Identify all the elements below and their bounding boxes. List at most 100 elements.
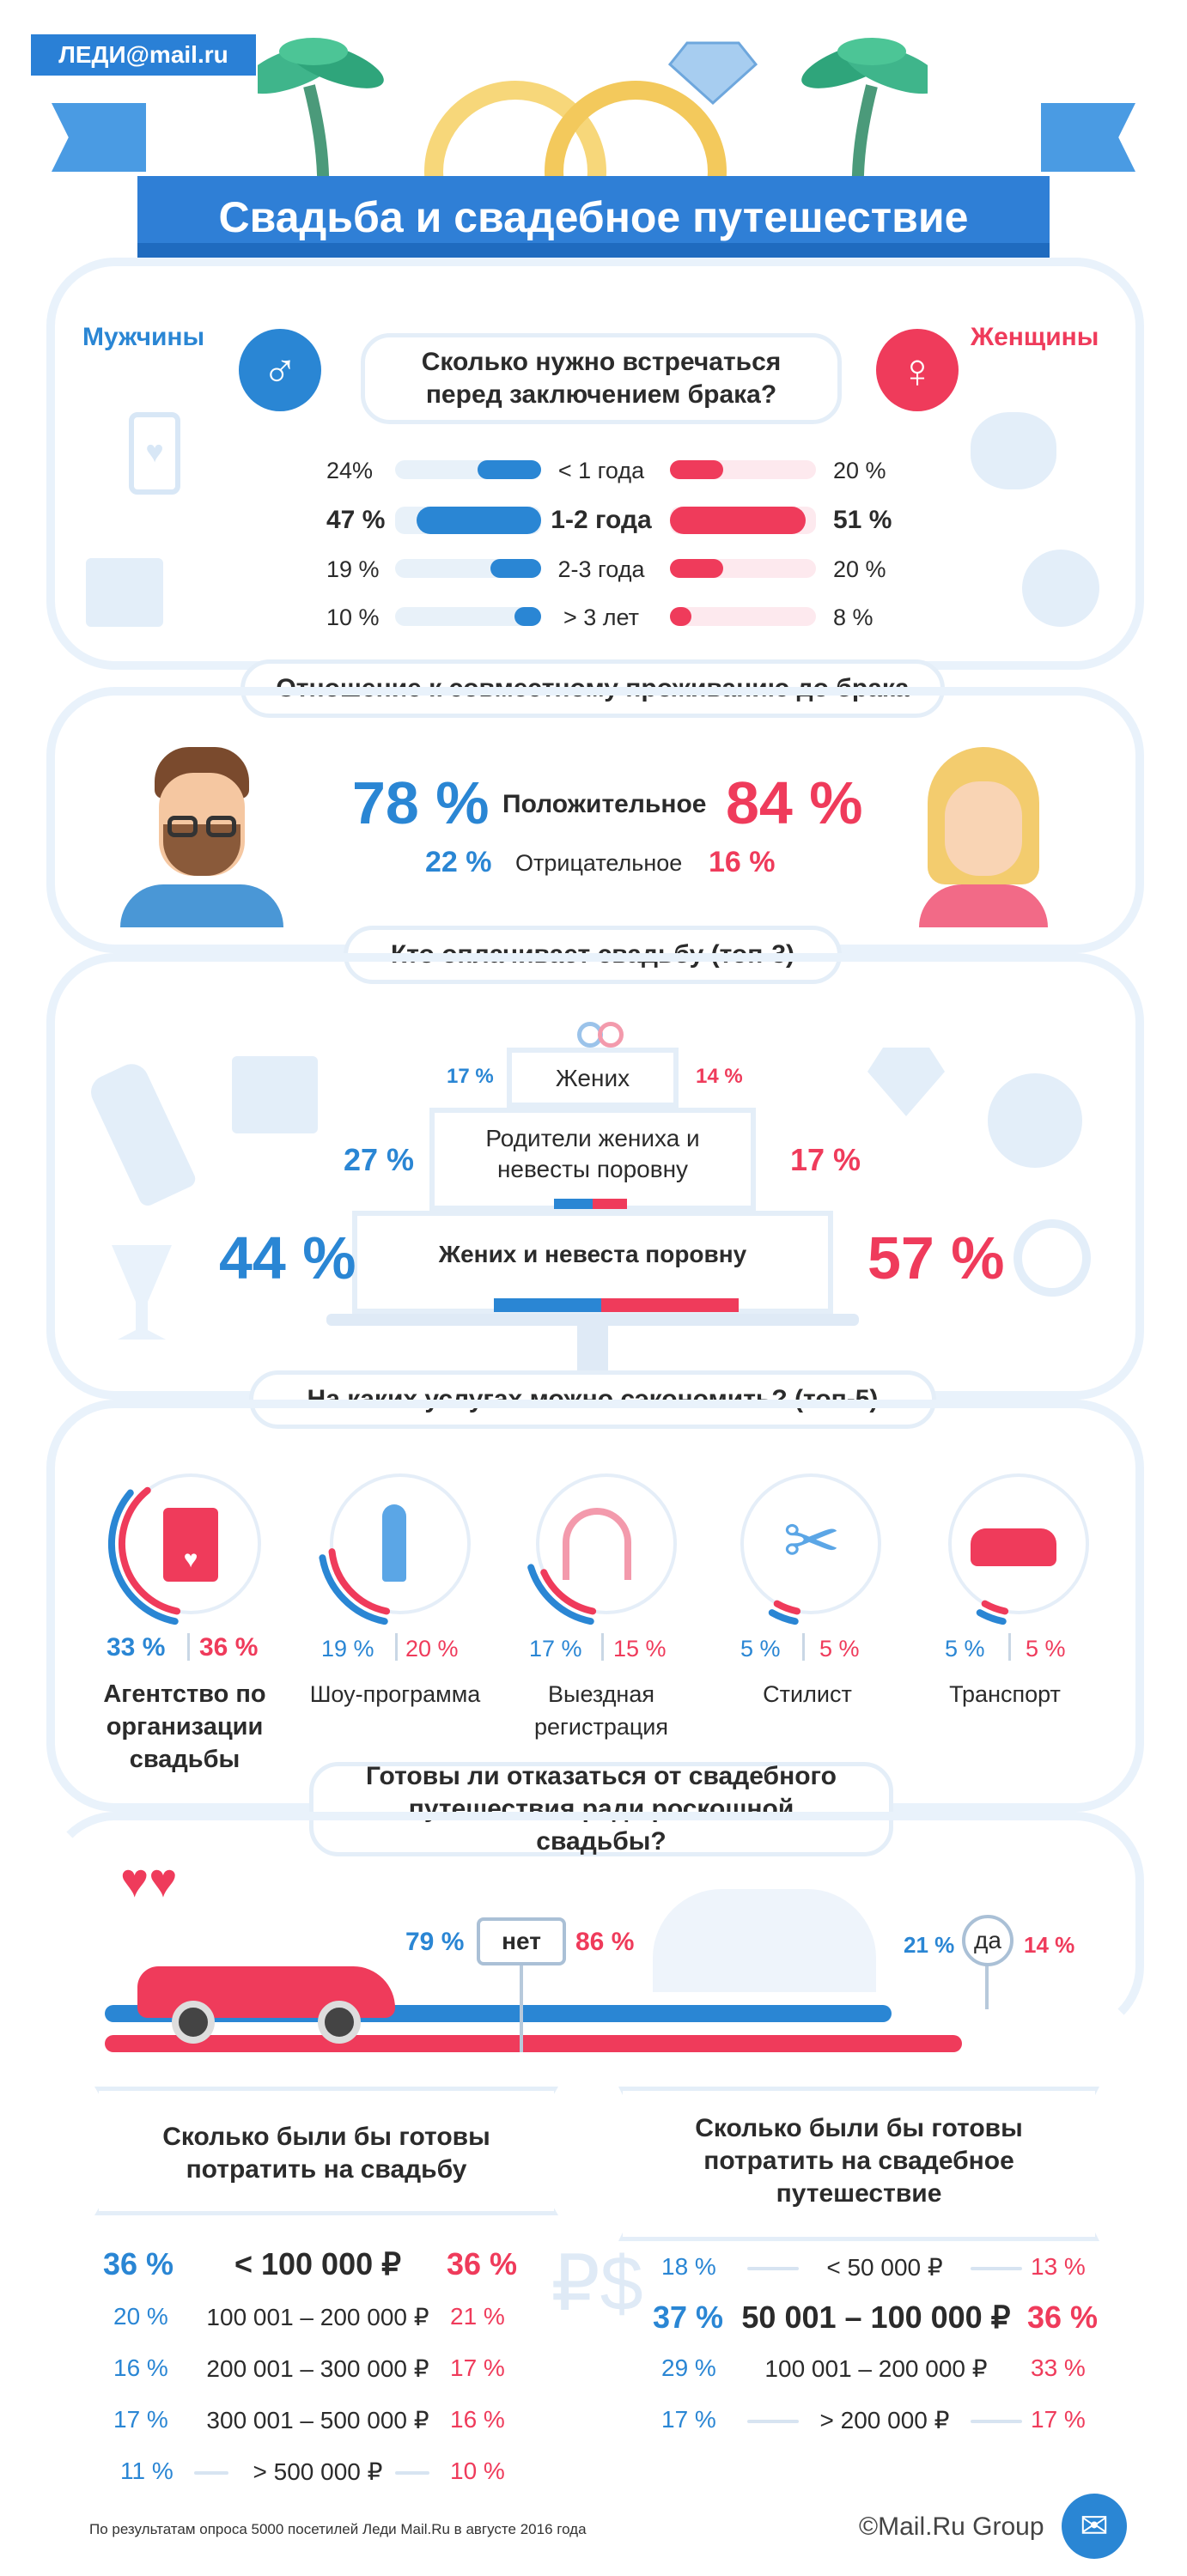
cake-tier-women: 17 % xyxy=(790,1142,861,1177)
svc-separator xyxy=(395,1633,398,1661)
q7-women-pct: 33 % xyxy=(1031,2354,1086,2381)
q7-dash xyxy=(747,2267,799,2270)
q1-women-fill xyxy=(670,460,723,479)
svc-label: Стилист xyxy=(763,1681,852,1707)
cake-tier-women-bar xyxy=(593,1199,627,1209)
copyright: ©Mail.Ru Group xyxy=(859,2512,1044,2541)
q1-women-fill xyxy=(670,507,806,534)
q1-men-bar xyxy=(395,460,541,479)
svc-label: Агентство по организации свадьбы xyxy=(103,1680,266,1773)
hearts-balloons-icon: ♥♥ xyxy=(120,1853,178,1907)
q1-men-pct: 47 % xyxy=(326,506,386,534)
q6-women-pct: 16 % xyxy=(450,2406,505,2433)
q7-dash xyxy=(747,2420,799,2423)
service-men-arc xyxy=(976,1609,1007,1625)
q1-women-bar xyxy=(670,607,816,626)
no-sign: нет xyxy=(477,1917,566,1965)
q1-row-label: 1-2 года xyxy=(551,506,652,534)
q7-men-pct: 29 % xyxy=(661,2354,716,2381)
q1-women-fill xyxy=(670,559,723,578)
q1-title: Сколько нужно встречаться перед заключен… xyxy=(361,333,842,424)
yes-men-pct: 21 % xyxy=(904,1932,955,1958)
cake-tier-men: 17 % xyxy=(447,1065,494,1088)
teddy-bear-icon xyxy=(1022,550,1099,627)
svc-men-pct: 5 % xyxy=(945,1636,985,1662)
q7-banner xyxy=(618,2087,1099,2241)
male-symbol-icon: ♂ xyxy=(239,329,321,411)
q2-men-negative: 22 % xyxy=(425,846,492,878)
q1-men-fill xyxy=(490,559,541,578)
q7-label: 100 001 – 200 000 ₽ xyxy=(764,2355,988,2382)
q2-men-positive: 78 % xyxy=(352,769,490,836)
q1-men-bar xyxy=(395,559,541,578)
q7-men-pct: 18 % xyxy=(661,2253,716,2280)
q7-women-pct: 17 % xyxy=(1031,2406,1086,2433)
service-women-arc xyxy=(981,1600,1009,1615)
cake-tier-label: Жених xyxy=(555,1065,630,1091)
title-ribbon-left xyxy=(52,103,146,172)
service-circle xyxy=(740,1473,881,1614)
no-women-pct: 86 % xyxy=(575,1928,635,1956)
q7-label: < 50 000 ₽ xyxy=(826,2254,943,2281)
yes-sign: да xyxy=(962,1915,1014,1966)
q2-women-negative: 16 % xyxy=(709,846,776,878)
q2-women-positive: 84 % xyxy=(726,769,863,836)
diamond-icon xyxy=(667,41,758,106)
q1-men-pct: 19 % xyxy=(326,556,380,582)
cake-stand xyxy=(326,1314,859,1326)
cake-tier-men-bar xyxy=(494,1298,601,1312)
q6-men-pct: 17 % xyxy=(113,2406,168,2433)
cake-tier-men: 27 % xyxy=(344,1142,415,1177)
q6-men-pct: 16 % xyxy=(113,2354,168,2381)
mail-envelope-icon[interactable]: ✉ xyxy=(1062,2494,1127,2559)
logo[interactable]: ЛЕДИ@mail.ru xyxy=(31,34,256,76)
service-women-arc xyxy=(773,1600,801,1615)
q1-men-pct: 24% xyxy=(326,458,374,483)
q7-women-pct: 13 % xyxy=(1031,2253,1086,2280)
q6-men-pct: 36 % xyxy=(103,2246,174,2281)
microphone-icon xyxy=(382,1504,406,1582)
svc-label: Транспорт xyxy=(949,1681,1061,1707)
q7-dash xyxy=(971,2267,1022,2270)
balloons-icon xyxy=(988,1073,1082,1168)
convertible-car-icon xyxy=(137,1941,395,2044)
service-women-arc xyxy=(540,1569,597,1615)
car-icon xyxy=(971,1528,1056,1566)
svc-women-pct: 5 % xyxy=(1026,1636,1066,1662)
q1-men-fill xyxy=(416,507,541,534)
svc-label: Выездная регистрация xyxy=(533,1681,669,1740)
document-heart-icon: ♥ xyxy=(163,1508,218,1582)
page-title: Свадьба и свадебное путешествие xyxy=(137,176,1050,258)
q1-women-bar xyxy=(670,460,816,479)
man-avatar xyxy=(120,738,283,927)
woman-avatar xyxy=(902,738,1065,927)
title-ribbon-right xyxy=(1041,103,1135,172)
header-illustration xyxy=(258,38,928,215)
q1-women-pct: 8 % xyxy=(833,605,874,630)
footer-note: По результатам опроса 5000 посетилей Лед… xyxy=(89,2521,587,2537)
q1-women-pct: 20 % xyxy=(833,556,886,582)
q6-label: > 500 000 ₽ xyxy=(253,2458,383,2485)
service-men-arc xyxy=(319,1554,388,1625)
service-men-arc xyxy=(768,1609,799,1625)
q1-row-label: > 3 лет xyxy=(563,605,640,630)
wedding-rings-icon xyxy=(424,81,727,215)
q1-men-bar xyxy=(395,507,541,534)
no-sign-post xyxy=(520,1949,523,2052)
svc-men-pct: 17 % xyxy=(529,1636,582,1662)
q2-negative-label: Отрицательное xyxy=(515,850,683,876)
q7-women-pct: 36 % xyxy=(1027,2300,1099,2335)
flowers-icon xyxy=(971,412,1056,489)
cake-tier-top xyxy=(507,1048,679,1108)
phone-heart-icon: ♥ xyxy=(129,412,180,495)
q6-dash xyxy=(395,2471,429,2475)
q7-dash xyxy=(971,2420,1022,2423)
money-icons: ₽$ xyxy=(551,2241,643,2327)
q6-women-pct: 36 % xyxy=(447,2246,518,2281)
q1-men-fill xyxy=(514,607,541,626)
q1-row-label: 2-3 года xyxy=(557,556,645,582)
q7-label: 50 001 – 100 000 ₽ xyxy=(741,2300,1011,2335)
q6-women-pct: 10 % xyxy=(450,2458,505,2484)
q1-women-fill xyxy=(670,607,691,626)
women-no-bar xyxy=(105,2035,962,2052)
